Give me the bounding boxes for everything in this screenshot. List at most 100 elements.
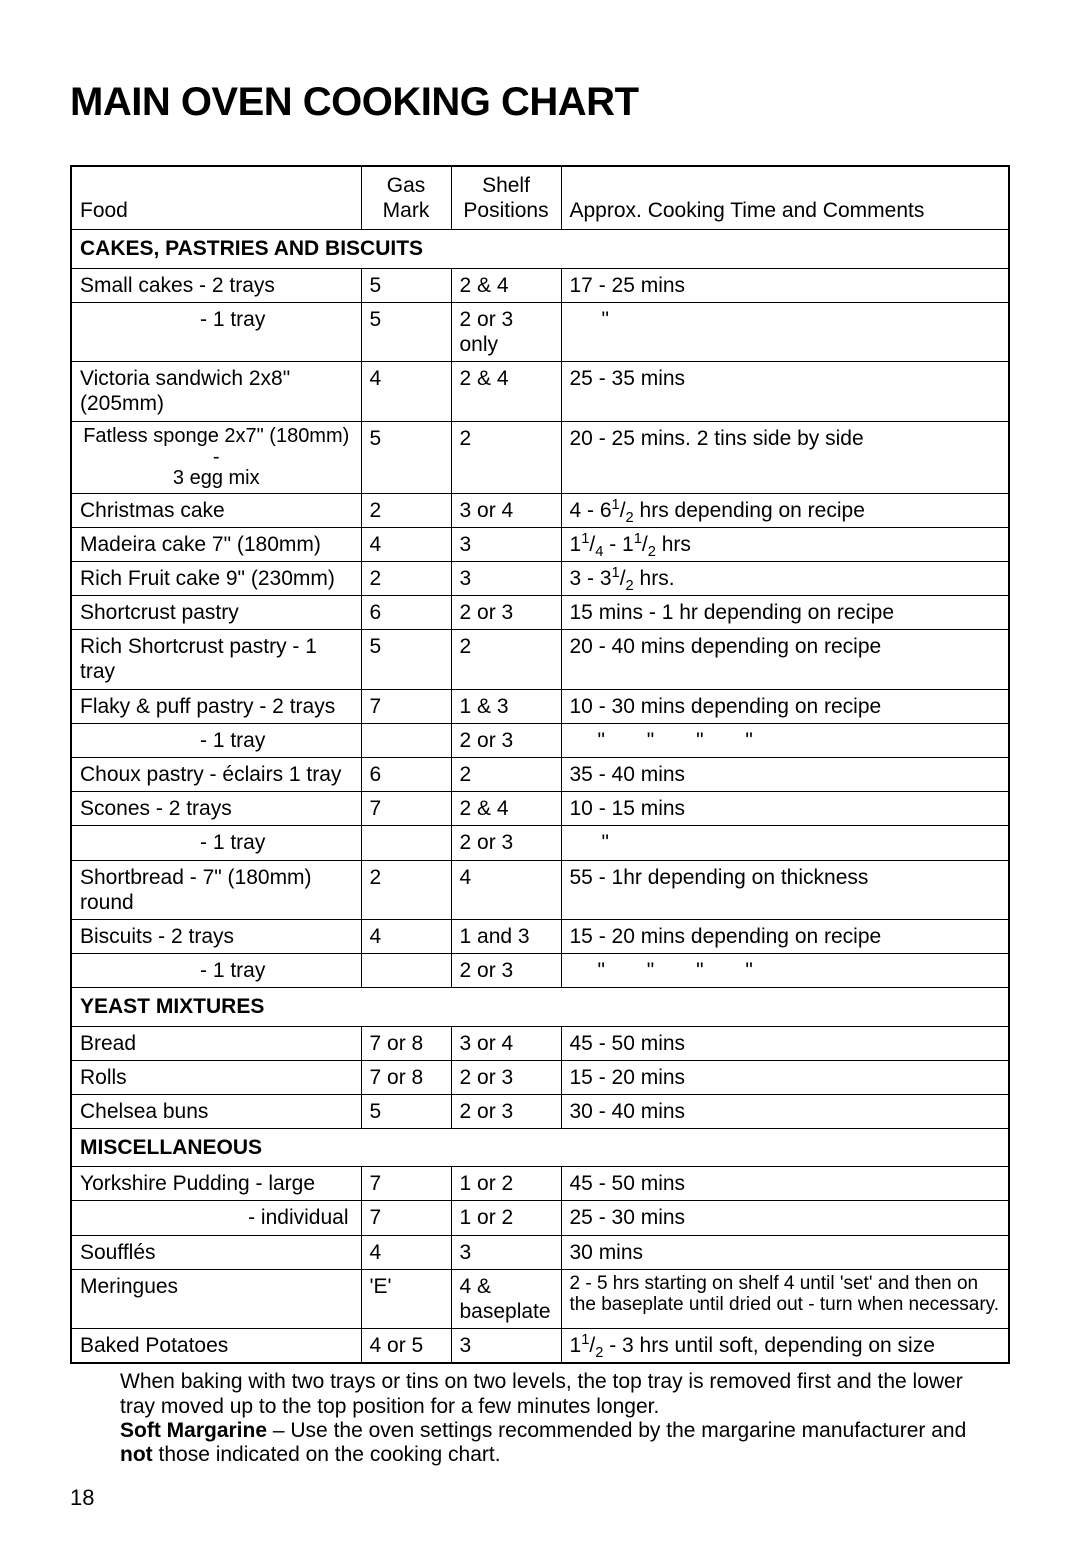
cell-shelf: 1 or 2 <box>451 1167 561 1201</box>
cell-food: Rolls <box>71 1060 361 1094</box>
cell-gas: 5 <box>361 630 451 689</box>
cell-food: Bread <box>71 1026 361 1060</box>
col-food: Food <box>71 166 361 230</box>
table-row: Madeira cake 7" (180mm)4311/4 - 11/2 hrs <box>71 527 1009 561</box>
section-heading-text: CAKES, PASTRIES AND BISCUITS <box>71 230 1009 268</box>
cell-food: Biscuits - 2 trays <box>71 919 361 953</box>
note-baking: When baking with two trays or tins on tw… <box>120 1370 963 1417</box>
cell-time: 25 - 35 mins <box>561 362 1009 421</box>
cell-gas: 4 <box>361 362 451 421</box>
cell-shelf: 1 and 3 <box>451 919 561 953</box>
cell-shelf: 2 or 3 <box>451 826 561 860</box>
cell-time: 45 - 50 mins <box>561 1026 1009 1060</box>
cell-food: Rich Shortcrust pastry - 1 tray <box>71 630 361 689</box>
cell-gas: 2 <box>361 561 451 595</box>
table-row: Bread7 or 83 or 445 - 50 mins <box>71 1026 1009 1060</box>
cell-food: Chelsea buns <box>71 1094 361 1128</box>
cell-food: Small cakes - 2 trays <box>71 268 361 302</box>
cell-gas: 7 <box>361 1201 451 1235</box>
table-row: Fatless sponge 2x7" (180mm) -3 egg mix52… <box>71 421 1009 493</box>
cell-food: Yorkshire Pudding - large <box>71 1167 361 1201</box>
cell-shelf: 2 <box>451 421 561 493</box>
table-row: Biscuits - 2 trays41 and 315 - 20 mins d… <box>71 919 1009 953</box>
cell-food: Scones - 2 trays <box>71 792 361 826</box>
table-header-row: FoodGasMarkShelfPositionsApprox. Cooking… <box>71 166 1009 230</box>
cell-food: - 1 tray <box>71 723 361 757</box>
cell-shelf: 2 or 3 <box>451 1094 561 1128</box>
cell-gas: 6 <box>361 758 451 792</box>
col-time: Approx. Cooking Time and Comments <box>561 166 1009 230</box>
cell-time: 55 - 1hr depending on thickness <box>561 860 1009 919</box>
table-row: Choux pastry - éclairs 1 tray6235 - 40 m… <box>71 758 1009 792</box>
page-number: 18 <box>70 1485 1010 1511</box>
cell-time: 11/4 - 11/2 hrs <box>561 527 1009 561</box>
cell-food: Soufflés <box>71 1235 361 1269</box>
table-row: - 1 tray 2 or 3" " " " <box>71 723 1009 757</box>
table-row: Shortcrust pastry62 or 315 mins - 1 hr d… <box>71 596 1009 630</box>
cell-food: - individual <box>71 1201 361 1235</box>
cell-shelf: 2 or 3 <box>451 723 561 757</box>
cell-gas: 5 <box>361 302 451 361</box>
cell-food: Fatless sponge 2x7" (180mm) -3 egg mix <box>71 421 361 493</box>
cell-gas: 4 <box>361 527 451 561</box>
cell-shelf: 2 or 3 <box>451 596 561 630</box>
cell-food: Christmas cake <box>71 493 361 527</box>
section-heading: MISCELLANEOUS <box>71 1129 1009 1167</box>
cell-gas: 4 or 5 <box>361 1329 451 1364</box>
cell-food: Choux pastry - éclairs 1 tray <box>71 758 361 792</box>
table-row: Small cakes - 2 trays52 & 417 - 25 mins <box>71 268 1009 302</box>
cell-food: - 1 tray <box>71 826 361 860</box>
cell-gas: 7 <box>361 1167 451 1201</box>
cell-shelf: 3 <box>451 1329 561 1364</box>
page-title: MAIN OVEN COOKING CHART <box>70 80 1010 125</box>
cell-shelf: 3 <box>451 527 561 561</box>
col-gas: GasMark <box>361 166 451 230</box>
cell-gas: 7 <box>361 689 451 723</box>
cell-gas: 5 <box>361 421 451 493</box>
cell-time: " " " " <box>561 723 1009 757</box>
table-row: - 1 tray 2 or 3" <box>71 826 1009 860</box>
cell-shelf: 2 & 4 <box>451 362 561 421</box>
cell-gas <box>361 723 451 757</box>
cell-gas: 5 <box>361 268 451 302</box>
table-row: Christmas cake23 or 44 - 61/2 hrs depend… <box>71 493 1009 527</box>
cell-time: 2 - 5 hrs starting on shelf 4 until 'set… <box>561 1269 1009 1328</box>
cell-food: Shortbread - 7" (180mm) round <box>71 860 361 919</box>
cell-time: 17 - 25 mins <box>561 268 1009 302</box>
cooking-chart-table: FoodGasMarkShelfPositionsApprox. Cooking… <box>70 165 1010 1364</box>
table-row: Rich Shortcrust pastry - 1 tray5220 - 40… <box>71 630 1009 689</box>
cell-time: 15 - 20 mins <box>561 1060 1009 1094</box>
cell-food: Victoria sandwich 2x8" (205mm) <box>71 362 361 421</box>
cell-food: - 1 tray <box>71 954 361 988</box>
cell-gas: 7 <box>361 792 451 826</box>
cell-time: " <box>561 826 1009 860</box>
cell-gas: 5 <box>361 1094 451 1128</box>
table-row: Flaky & puff pastry - 2 trays71 & 310 - … <box>71 689 1009 723</box>
cell-gas: 2 <box>361 860 451 919</box>
cell-time: 11/2 - 3 hrs until soft, depending on si… <box>561 1329 1009 1364</box>
cell-time: 4 - 61/2 hrs depending on recipe <box>561 493 1009 527</box>
table-row: Chelsea buns52 or 330 - 40 mins <box>71 1094 1009 1128</box>
cell-time: 35 - 40 mins <box>561 758 1009 792</box>
section-heading: CAKES, PASTRIES AND BISCUITS <box>71 230 1009 268</box>
cell-food: - 1 tray <box>71 302 361 361</box>
cell-time: " " " " <box>561 954 1009 988</box>
cell-time: 15 mins - 1 hr depending on recipe <box>561 596 1009 630</box>
table-row: Rich Fruit cake 9" (230mm)233 - 31/2 hrs… <box>71 561 1009 595</box>
cell-shelf: 2 or 3 only <box>451 302 561 361</box>
cell-shelf: 4 &baseplate <box>451 1269 561 1328</box>
section-heading: YEAST MIXTURES <box>71 988 1009 1026</box>
table-row: Meringues'E'4 &baseplate2 - 5 hrs starti… <box>71 1269 1009 1328</box>
cell-gas: 4 <box>361 919 451 953</box>
cell-time: " <box>561 302 1009 361</box>
cell-time: 30 - 40 mins <box>561 1094 1009 1128</box>
table-row: Soufflés4330 mins <box>71 1235 1009 1269</box>
cell-gas: 4 <box>361 1235 451 1269</box>
table-row: Scones - 2 trays72 & 410 - 15 mins <box>71 792 1009 826</box>
cell-gas: 'E' <box>361 1269 451 1328</box>
cell-time: 20 - 25 mins. 2 tins side by side <box>561 421 1009 493</box>
cell-shelf: 3 <box>451 1235 561 1269</box>
table-row: Rolls7 or 82 or 315 - 20 mins <box>71 1060 1009 1094</box>
note-not: not <box>120 1443 153 1466</box>
col-shelf: ShelfPositions <box>451 166 561 230</box>
